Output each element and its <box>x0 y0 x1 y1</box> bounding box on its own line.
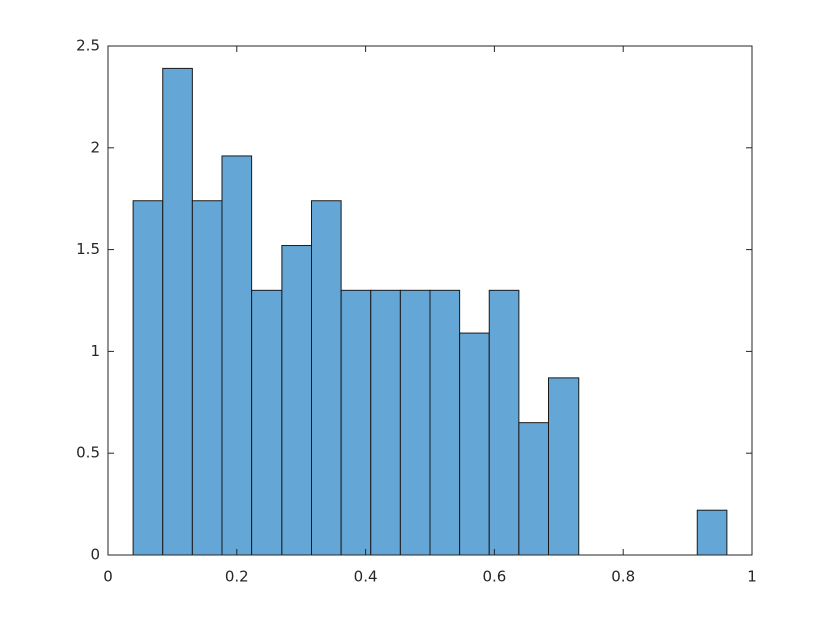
bar <box>488 289 520 556</box>
x-tick-label: 0.6 <box>482 568 506 586</box>
bar <box>340 289 372 556</box>
bar <box>251 289 283 556</box>
bar <box>281 245 313 556</box>
y-tick-label: 1 <box>90 342 100 360</box>
bar <box>429 289 461 556</box>
bar <box>459 332 490 556</box>
x-tick-label: 0.2 <box>225 568 249 586</box>
y-tick-label: 1.5 <box>76 240 100 258</box>
y-tick-label: 0.5 <box>76 444 100 462</box>
bar <box>518 422 549 556</box>
axes-box <box>107 45 753 556</box>
x-tick-label: 0.4 <box>354 568 378 586</box>
y-tick-label: 2 <box>90 138 100 156</box>
bar <box>191 200 223 556</box>
y-tick-label: 2.5 <box>76 37 100 55</box>
x-tick-label: 0.8 <box>611 568 635 586</box>
bar <box>311 200 342 556</box>
bar <box>221 155 253 556</box>
y-tick-label: 0 <box>90 546 100 564</box>
bar <box>696 509 728 556</box>
bar <box>132 200 164 556</box>
x-tick-label: 1 <box>747 568 757 586</box>
bar <box>547 377 580 556</box>
bar <box>370 289 401 556</box>
bar <box>399 289 431 556</box>
bar <box>162 67 193 556</box>
x-tick-label: 0 <box>103 568 113 586</box>
